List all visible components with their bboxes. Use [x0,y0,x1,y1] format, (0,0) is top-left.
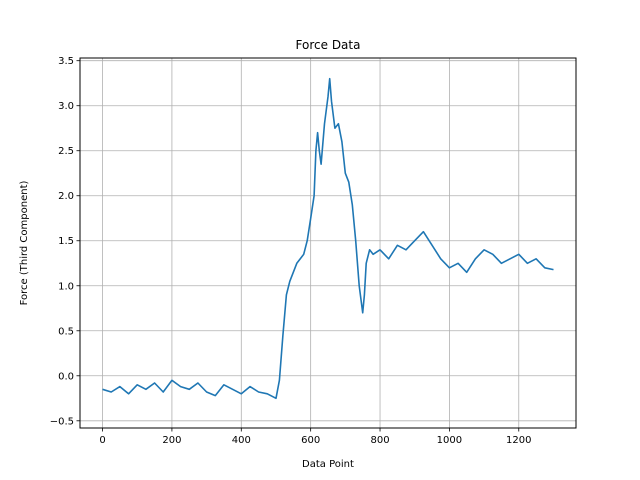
grid [80,58,576,428]
x-tick-label: 1200 [506,435,531,446]
ticks: 0 200 400 600 800 1000 1200 −0.5 0.0 0.5 1.0 1.5 2.0… [50,56,532,446]
x-tick-label: 1000 [437,435,462,446]
x-tick-label: 600 [301,435,320,446]
y-tick-label: 1.0 [58,281,74,292]
y-tick-label: 1.5 [58,236,74,247]
x-tick-label: 0 [99,435,105,446]
y-tick-label: 0.0 [58,371,74,382]
y-tick-label: 3.0 [58,101,74,112]
x-tick-label: 400 [232,435,251,446]
plot-frame [79,57,577,429]
y-axis-label: Force (Third Component) [19,181,30,306]
y-tick-label: 3.5 [58,56,74,67]
x-tick-label: 800 [370,435,389,446]
y-tick-label: −0.5 [50,416,74,427]
x-tick-label: 200 [162,435,181,446]
y-tick-label: 0.5 [58,326,74,337]
series-line [102,77,554,400]
chart-title: Force Data [296,38,361,52]
plot-area [102,77,554,400]
y-tick-label: 2.0 [58,191,74,202]
y-tick-label: 2.5 [58,146,74,157]
x-axis-label: Data Point [302,459,354,470]
